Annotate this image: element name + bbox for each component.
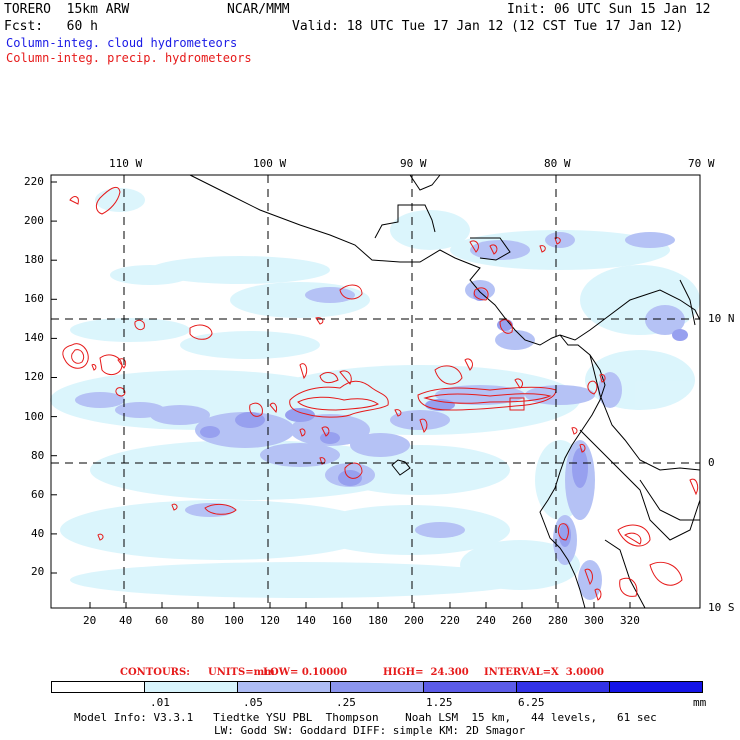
x-tick-label: 240 [476, 614, 496, 627]
legend-value: .25 [336, 696, 356, 709]
precip-contours [62, 186, 699, 601]
legend-swatch [145, 682, 238, 692]
y-tick-label: 120 [24, 370, 44, 383]
map-frame [50, 174, 701, 609]
legend-unit: mm [693, 696, 707, 709]
x-tick-label: 300 [584, 614, 604, 627]
lat-label-10n: 10 N [708, 312, 735, 325]
forecast-hour: Fcst: 60 h [4, 19, 98, 34]
y-tick-label: 220 [24, 175, 44, 188]
valid-time: Valid: 18 UTC Tue 17 Jan 12 (12 CST Tue … [292, 19, 684, 34]
precip-field-label: Column-integ. precip. hydrometeors [6, 51, 252, 65]
legend-value: .01 [150, 696, 170, 709]
legend-swatch [610, 682, 702, 692]
contours-low: LOW= 0.10000 [263, 667, 348, 678]
x-tick-label: 200 [404, 614, 424, 627]
color-legend [51, 681, 703, 693]
model-physics: LW: Godd SW: Goddard DIFF: simple KM: 2D… [214, 724, 526, 737]
legend-value: 1.25 [426, 696, 453, 709]
lon-label-110w: 110 W [109, 157, 143, 170]
x-tick-label: 40 [119, 614, 133, 627]
lon-label-100w: 100 W [253, 157, 287, 170]
coastlines [189, 174, 701, 609]
y-tick-label: 60 [31, 488, 45, 501]
axis-ticks [51, 181, 631, 608]
x-tick-label: 20 [83, 614, 97, 627]
lat-lon-grid [51, 175, 700, 608]
init-time: Init: 06 UTC Sun 15 Jan 12 [507, 2, 711, 17]
x-tick-label: 220 [440, 614, 460, 627]
x-tick-label: 180 [368, 614, 388, 627]
x-tick-label: 60 [155, 614, 169, 627]
y-tick-label: 200 [24, 214, 44, 227]
x-tick-label: 80 [191, 614, 205, 627]
contours-high: HIGH= 24.300 [383, 667, 469, 678]
legend-swatch [331, 682, 424, 692]
x-tick-label: 140 [296, 614, 316, 627]
y-tick-label: 80 [31, 449, 45, 462]
x-tick-label: 160 [332, 614, 352, 627]
legend-swatch [52, 682, 145, 692]
y-tick-label: 40 [31, 527, 45, 540]
x-tick-label: 120 [260, 614, 280, 627]
y-tick-label: 20 [31, 565, 45, 578]
legend-swatch [424, 682, 517, 692]
y-tick-label: 100 [24, 410, 44, 423]
x-tick-label: 260 [512, 614, 532, 627]
y-tick-label: 140 [24, 331, 44, 344]
x-tick-label: 280 [548, 614, 568, 627]
contours-interval: INTERVAL=X 3.0000 [484, 667, 604, 678]
legend-swatch [238, 682, 331, 692]
lat-label-10s: 10 S [708, 601, 735, 614]
x-tick-label: 100 [224, 614, 244, 627]
lon-label-90w: 90 W [400, 157, 427, 170]
lon-label-80w: 80 W [544, 157, 571, 170]
contours-label: CONTOURS: [120, 667, 190, 678]
contours-units: UNITS=mm [208, 667, 275, 678]
model-title: TORERO 15km ARW [4, 2, 130, 17]
x-tick-label: 320 [620, 614, 640, 627]
y-tick-label: 160 [24, 292, 44, 305]
organization-label: NCAR/MMM [227, 2, 290, 17]
y-tick-label: 180 [24, 253, 44, 266]
cloud-field-label: Column-integ. cloud hydrometeors [6, 36, 238, 50]
legend-value: .05 [243, 696, 263, 709]
legend-value: 6.25 [518, 696, 545, 709]
model-info: Model Info: V3.3.1 Tiedtke YSU PBL Thomp… [74, 711, 657, 724]
legend-swatch [517, 682, 610, 692]
lon-label-70w: 70 W [688, 157, 715, 170]
lat-label-0: 0 [708, 456, 715, 469]
